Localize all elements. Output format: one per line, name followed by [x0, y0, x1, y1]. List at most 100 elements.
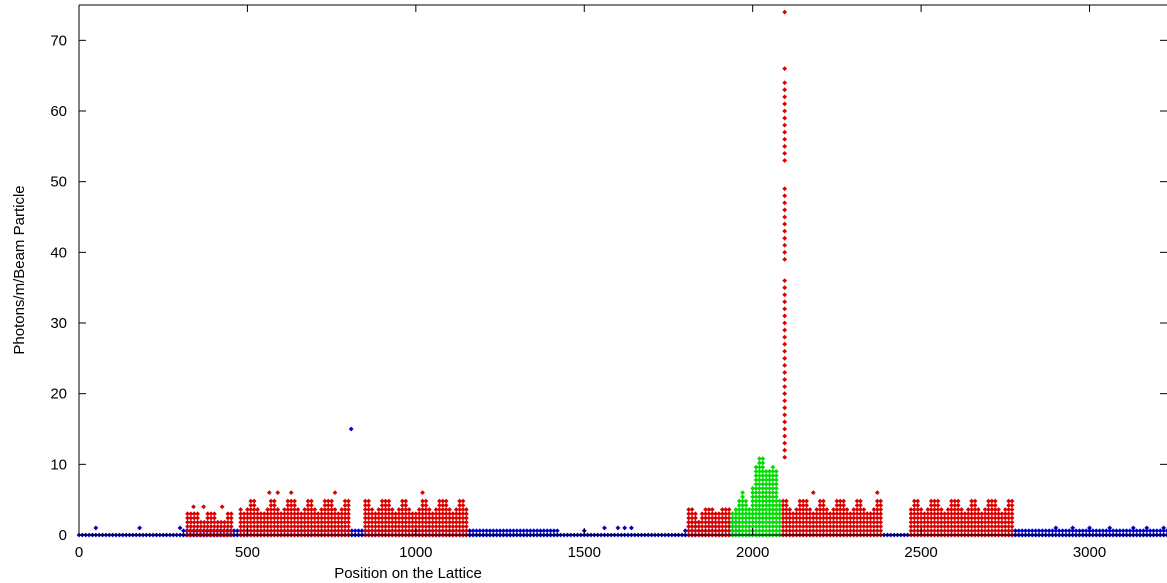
data-point — [1090, 528, 1096, 534]
data-point — [821, 502, 826, 508]
data-point — [730, 511, 735, 517]
data-point — [777, 511, 783, 517]
data-point — [763, 515, 769, 521]
data-point — [773, 524, 779, 529]
data-point — [952, 507, 958, 512]
data-point — [531, 528, 537, 534]
data-point — [992, 528, 998, 534]
data-point — [925, 515, 931, 521]
data-point — [410, 515, 415, 521]
data-point — [750, 519, 756, 525]
data-point — [730, 519, 735, 525]
data-point — [757, 490, 762, 496]
data-point — [864, 524, 870, 529]
data-point — [908, 511, 914, 517]
data-point — [837, 507, 843, 512]
data-point — [420, 490, 425, 496]
data-point — [790, 511, 796, 517]
data-point — [874, 502, 880, 508]
data-point — [986, 519, 991, 525]
data-point — [851, 515, 857, 521]
data-point — [773, 515, 779, 521]
data-point — [1080, 528, 1086, 534]
data-point — [911, 519, 917, 525]
data-point — [982, 524, 988, 529]
data-point — [1137, 528, 1143, 534]
data-point — [726, 515, 732, 521]
data-point — [514, 528, 520, 534]
data-point — [1056, 528, 1062, 534]
data-point — [992, 524, 998, 529]
data-point — [268, 502, 274, 508]
data-point — [686, 511, 692, 517]
data-point — [1134, 528, 1140, 534]
data-point — [972, 511, 978, 517]
data-point — [750, 515, 756, 521]
y-axis-label: Photons/m/Beam Particle — [11, 185, 28, 354]
data-point — [783, 511, 789, 517]
data-point — [854, 524, 860, 529]
data-point — [962, 511, 968, 517]
data-point — [834, 528, 840, 534]
data-point — [800, 515, 806, 521]
data-point — [763, 473, 769, 479]
data-point — [1036, 528, 1042, 534]
data-point — [969, 515, 975, 521]
data-point — [810, 524, 816, 529]
data-point — [332, 490, 338, 496]
data-point — [841, 502, 847, 508]
data-point — [373, 515, 378, 521]
data-point — [952, 524, 958, 529]
data-point — [810, 519, 816, 525]
data-point — [989, 511, 995, 517]
data-point — [266, 490, 272, 496]
data-point — [817, 528, 823, 534]
data-point — [393, 515, 399, 521]
data-point — [814, 515, 820, 521]
data-point — [780, 502, 786, 508]
data-point — [292, 502, 297, 508]
data-point — [763, 490, 769, 496]
data-point — [322, 507, 328, 512]
data-point — [908, 507, 914, 512]
data-point — [824, 519, 830, 525]
data-point — [965, 511, 971, 517]
data-point — [831, 515, 836, 521]
data-point — [935, 502, 941, 508]
data-point — [548, 528, 553, 534]
data-point — [726, 528, 732, 534]
data-point — [787, 528, 793, 534]
data-point — [965, 507, 971, 512]
data-point — [1009, 511, 1015, 517]
data-point — [288, 507, 294, 512]
data-point — [942, 524, 948, 529]
data-point — [982, 515, 988, 521]
data-point — [1002, 515, 1008, 521]
data-point — [730, 528, 735, 534]
data-point — [396, 515, 402, 521]
data-point — [837, 519, 843, 525]
data-point — [847, 519, 853, 525]
data-point — [686, 524, 692, 529]
data-point — [1144, 528, 1150, 534]
data-point — [699, 519, 705, 525]
data-point — [693, 511, 698, 517]
data-point — [831, 519, 836, 525]
data-point — [854, 507, 860, 512]
data-point — [949, 511, 954, 517]
data-point — [955, 524, 961, 529]
data-point — [874, 515, 880, 521]
x-tick-label: 0 — [75, 544, 83, 561]
data-point — [797, 528, 803, 534]
data-point — [878, 524, 884, 529]
data-point — [851, 528, 857, 534]
data-point — [723, 528, 729, 534]
data-point — [1029, 528, 1035, 534]
data-point — [1164, 528, 1167, 534]
data-point — [794, 507, 799, 512]
data-point — [362, 507, 368, 512]
x-axis-label: Position on the Lattice — [334, 565, 482, 582]
data-point — [915, 511, 921, 517]
data-point — [703, 507, 708, 512]
data-point — [696, 519, 702, 525]
